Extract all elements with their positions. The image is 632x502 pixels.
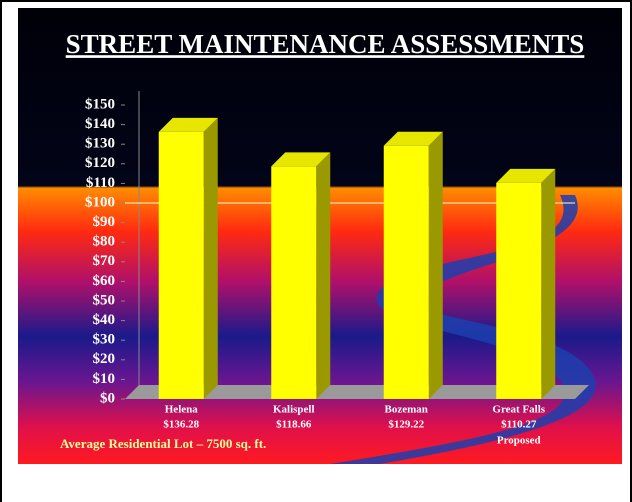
annotation: Proposed [497,435,541,447]
y-tick-label: $50 [93,292,116,308]
value-label: $118.66 [276,419,312,431]
bar-side [541,169,555,399]
bar-side [204,118,218,399]
y-tick-label: $30 [93,332,116,348]
y-tick-label: $110 [86,175,115,191]
bar [496,183,541,399]
x-tick-label: Helena [165,404,198,416]
footnote: Average Residential Lot – 7500 sq. ft. [60,436,266,451]
bar [159,132,204,399]
bar-side [429,132,443,399]
y-tick-label: $10 [93,371,116,387]
x-tick-label: Kalispell [273,404,315,416]
y-tick-label: $20 [93,351,116,367]
chart-title: STREET MAINTENANCE ASSESSMENTS [66,29,585,59]
y-tick-label: $120 [85,155,115,171]
y-tick-label: $0 [100,390,115,406]
y-tick-label: $150 [85,96,115,112]
y-tick-label: $130 [85,136,115,152]
value-label: $136.28 [163,419,199,431]
x-tick-label: Bozeman [385,404,428,416]
bar [271,166,316,399]
slide: STREET MAINTENANCE ASSESSMENTS Average R… [0,0,632,502]
x-tick-label: Great Falls [492,404,545,416]
y-tick-label: $40 [93,312,116,328]
bar-side [316,152,330,399]
y-tick-label: $80 [93,234,116,250]
y-tick-label: $60 [93,273,116,289]
y-tick-label: $140 [85,116,115,132]
y-tick-label: $100 [85,194,115,210]
bar [384,146,429,399]
value-label: $129.22 [388,419,424,431]
y-tick-label: $90 [93,214,116,230]
y-tick-label: $70 [93,253,116,269]
value-label: $110.27 [501,419,537,431]
